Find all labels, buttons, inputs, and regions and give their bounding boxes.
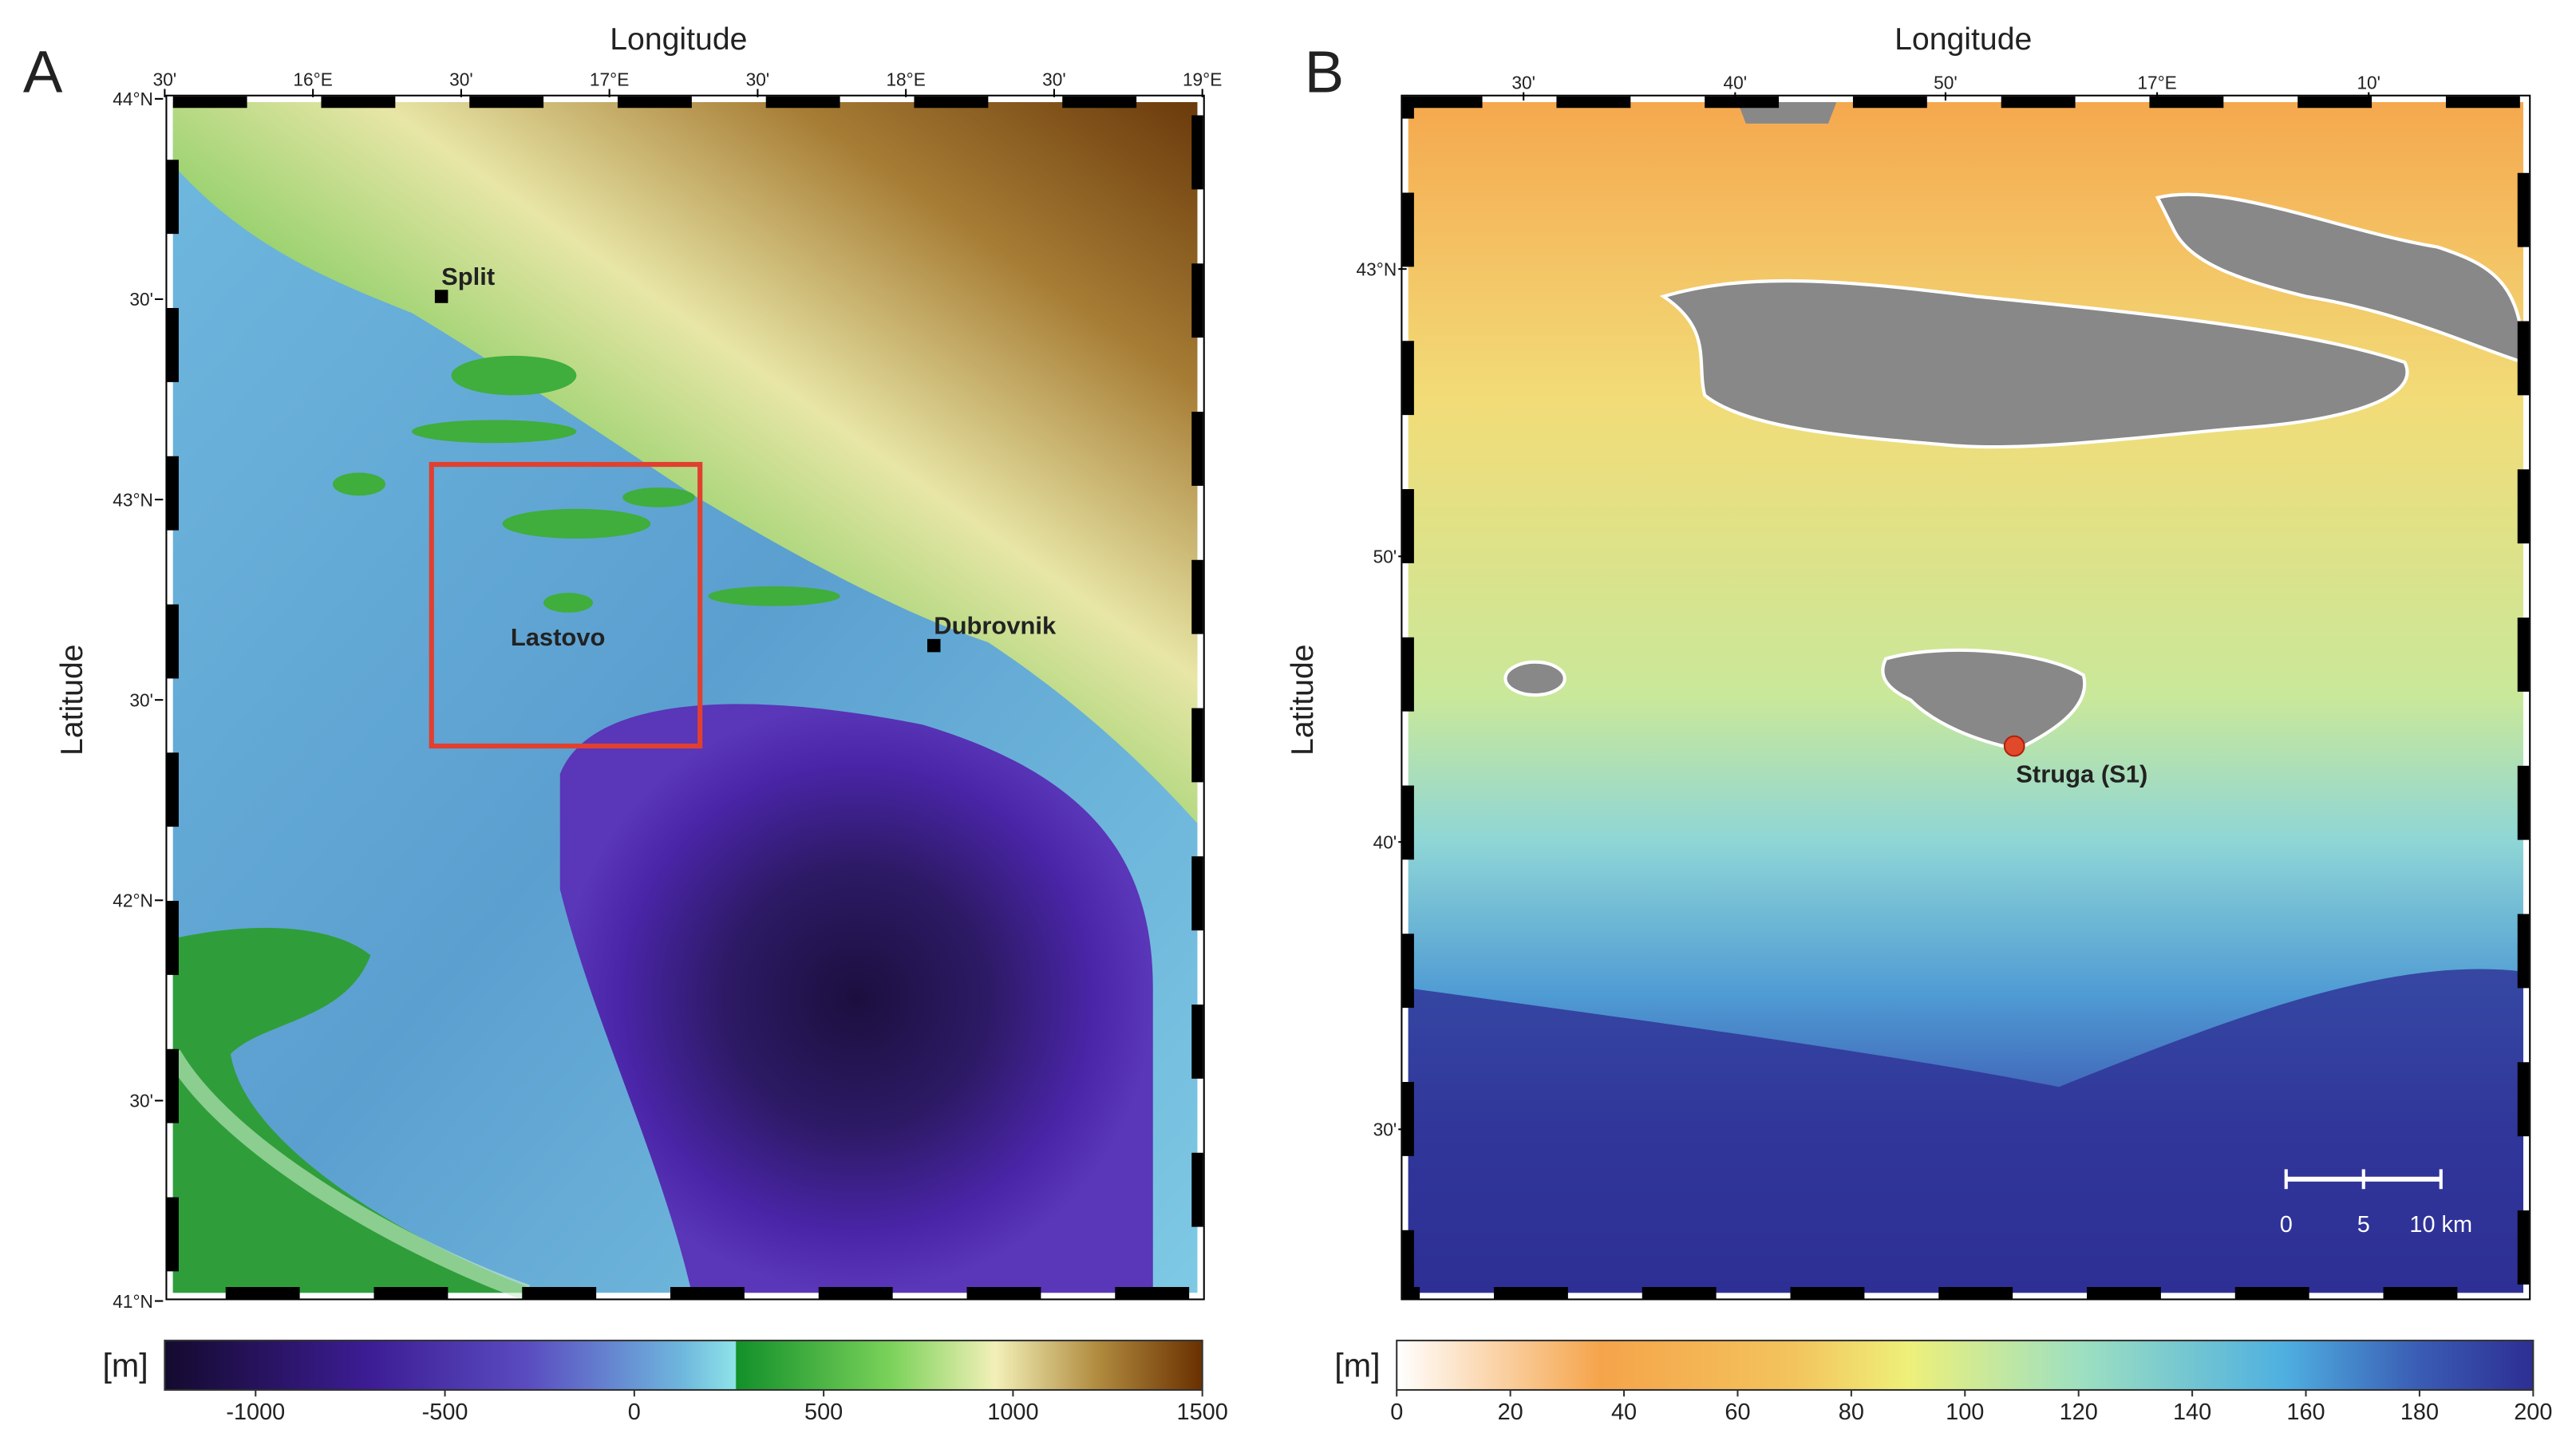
colorbar-tick-label: 20 [1498, 1400, 1523, 1425]
colorbar-tick-label: 0 [1390, 1400, 1403, 1425]
x-tick-label: 10' [2357, 72, 2380, 93]
colorbar-tick-label: -1000 [226, 1400, 285, 1425]
scale-label: 5 [2357, 1212, 2370, 1238]
x-tick-label: 17°E [590, 69, 629, 89]
x-tick-label: 17°E [2137, 72, 2176, 93]
colorbar-tick-label: 60 [1725, 1400, 1750, 1425]
x-tick-label: 50' [1934, 72, 1958, 93]
axis-title: Longitude [1894, 22, 2032, 57]
scale-label: 0 [2280, 1212, 2293, 1238]
colorbar [164, 1340, 1203, 1392]
colorbar [1396, 1340, 2535, 1392]
y-tick-label: 41°N [113, 1291, 153, 1312]
place-label: Dubrovnik [934, 612, 1057, 640]
frame [1402, 96, 2530, 1299]
axis-title: Latitude [55, 644, 89, 756]
frame [167, 96, 1203, 1299]
place-label: Split [441, 263, 495, 290]
y-tick-label: 43°N [1357, 259, 1397, 279]
x-tick-label: 30' [1511, 72, 1535, 93]
y-tick-label: 30' [129, 689, 153, 710]
station-marker [2003, 735, 2025, 757]
colorbar-tick-label: 120 [2060, 1400, 2098, 1425]
x-tick-label: 30' [153, 69, 177, 89]
colorbar-tick-label: 200 [2514, 1400, 2552, 1425]
panel-label: B [1305, 39, 1345, 105]
colorbar-tick-label: 40 [1611, 1400, 1637, 1425]
map-b [1401, 94, 2531, 1301]
colorbar-unit: [m] [1334, 1347, 1380, 1384]
colorbar-tick-label: 80 [1839, 1400, 1864, 1425]
x-tick-label: 16°E [293, 69, 332, 89]
colorbar-tick-label: -500 [422, 1400, 468, 1425]
place-label: Struga (S1) [2016, 760, 2147, 788]
y-tick-label: 43°N [113, 489, 153, 510]
colorbar-tick-label: 180 [2400, 1400, 2439, 1425]
x-tick-label: 40' [1724, 72, 1748, 93]
y-tick-label: 30' [129, 289, 153, 310]
city-marker [926, 638, 941, 653]
colorbar-tick-label: 160 [2286, 1400, 2325, 1425]
y-tick-label: 50' [1373, 547, 1397, 567]
map-a [165, 94, 1205, 1301]
x-tick-label: 19°E [1183, 69, 1222, 89]
x-tick-label: 30' [449, 69, 473, 89]
colorbar-tick-label: 140 [2173, 1400, 2211, 1425]
y-tick-label: 42°N [113, 890, 153, 911]
y-tick-label: 30' [1373, 1119, 1397, 1140]
x-tick-label: 30' [746, 69, 770, 89]
place-label: Lastovo [511, 623, 606, 651]
colorbar-tick-label: 0 [628, 1400, 641, 1425]
axis-title: Latitude [1286, 644, 1320, 756]
inset-box [429, 461, 703, 749]
city-marker [434, 290, 448, 303]
colorbar-tick-label: 1500 [1177, 1400, 1228, 1425]
panel-label: A [23, 39, 63, 105]
y-tick-label: 40' [1373, 831, 1397, 852]
colorbar-tick-label: 500 [804, 1400, 843, 1425]
x-tick-label: 30' [1042, 69, 1066, 89]
colorbar-tick-label: 1000 [987, 1400, 1038, 1425]
colorbar-tick-label: 100 [1946, 1400, 1984, 1425]
axis-title: Longitude [610, 22, 747, 57]
y-tick-label: 30' [129, 1091, 153, 1111]
y-tick-label: 44°N [113, 89, 153, 109]
colorbar-unit: [m] [102, 1347, 148, 1384]
scale-label: 10 km [2409, 1212, 2472, 1238]
x-tick-label: 18°E [886, 69, 925, 89]
